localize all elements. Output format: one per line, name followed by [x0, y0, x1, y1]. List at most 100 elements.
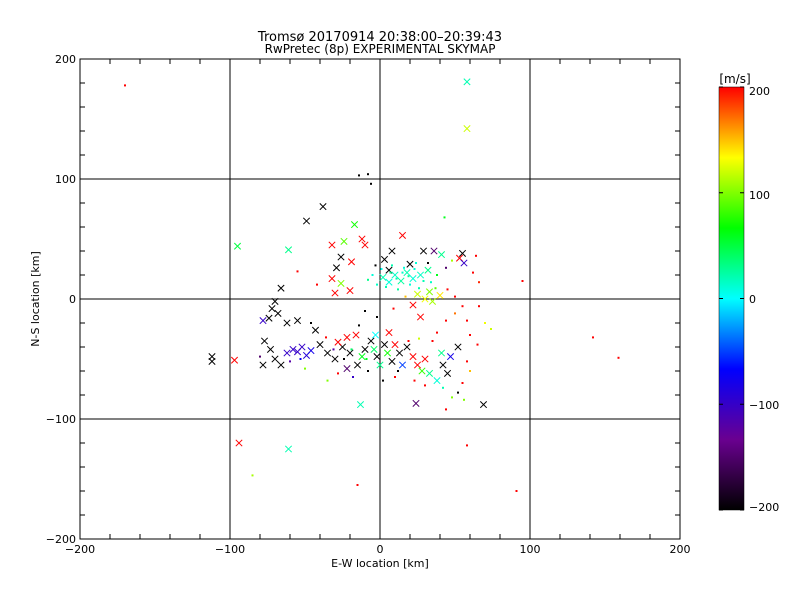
data-point-cross [437, 349, 446, 357]
data-point-cross [230, 356, 239, 364]
data-point-dot [358, 174, 360, 177]
data-point-dot [592, 336, 594, 339]
data-point-cross [283, 349, 291, 357]
y-tick-label: 0 [69, 293, 76, 306]
data-point-dot [304, 367, 306, 370]
data-point-dot [463, 398, 465, 401]
data-point-dot [515, 490, 518, 492]
data-point-dot [454, 312, 456, 315]
data-point-dot [397, 370, 399, 372]
data-point-dot [370, 182, 372, 185]
data-point-dot [356, 484, 359, 486]
data-point-dot [478, 305, 480, 308]
chart-subtitle: RwPretec (8p) EXPERIMENTAL SKYMAP [265, 42, 496, 56]
data-point-dot [332, 348, 335, 351]
data-point-dot [457, 391, 459, 394]
data-point-cross [397, 277, 405, 285]
grid-lines [80, 59, 680, 539]
data-point-cross [416, 313, 425, 321]
data-point-dot [389, 271, 392, 274]
data-point-cross [416, 271, 425, 279]
data-point-dot [289, 360, 291, 363]
data-point-dot [418, 287, 420, 290]
data-point-cross [277, 284, 285, 292]
data-point-dot [259, 355, 261, 358]
data-point-dot [446, 288, 449, 291]
data-point-dot [451, 396, 453, 399]
data-point-dot [445, 408, 447, 411]
data-point-cross [265, 314, 273, 322]
data-point-cross [316, 341, 324, 349]
data-point-cross [208, 357, 216, 365]
data-point-cross [380, 341, 389, 349]
data-point-dot [392, 307, 395, 310]
data-point-dot [394, 376, 396, 378]
data-point-dot [466, 444, 468, 447]
data-point-cross [428, 297, 437, 305]
data-point-cross [373, 353, 381, 361]
data-point-dot [443, 216, 446, 219]
data-point-dot [521, 280, 524, 282]
colorbar-tick-label: 100 [749, 189, 770, 202]
x-tick-label: 100 [520, 543, 541, 556]
data-point-cross [343, 365, 351, 373]
data-point-cross [436, 291, 444, 299]
data-point-cross [379, 273, 387, 281]
data-point-dot [401, 271, 404, 274]
colorbar-ticks [719, 86, 744, 511]
data-point-dot [430, 281, 432, 284]
data-point-dot [403, 266, 405, 269]
data-point-dot [418, 337, 420, 340]
data-point-cross [259, 361, 267, 369]
data-point-cross [358, 235, 366, 243]
data-point-cross [332, 264, 341, 272]
data-point-cross [380, 255, 389, 263]
data-point-dot [466, 319, 468, 322]
data-point-dot [454, 295, 456, 298]
data-point-cross [388, 247, 396, 255]
data-point-dot [451, 259, 453, 262]
data-point-cross [235, 439, 243, 447]
data-point-cross [403, 269, 411, 277]
x-tick-label: 200 [670, 543, 691, 556]
data-point-cross [439, 361, 447, 369]
data-point-cross [358, 353, 366, 361]
data-point-cross [385, 329, 393, 337]
data-point-cross [350, 221, 359, 229]
data-point-dot [299, 358, 302, 360]
data-point-cross [347, 258, 356, 266]
data-point-dot [364, 310, 366, 312]
x-tick-label: −100 [215, 543, 245, 556]
data-point-cross [260, 337, 269, 345]
data-point-cross [337, 253, 345, 261]
data-point-cross [340, 237, 348, 245]
data-point-dot [397, 288, 399, 291]
data-point-dot [382, 379, 384, 382]
data-point-cross [283, 319, 291, 327]
data-point-cross [371, 331, 380, 339]
data-point-cross [361, 345, 369, 353]
colorbar [718, 86, 745, 511]
data-point-dot [376, 283, 378, 286]
data-point-cross [284, 445, 293, 453]
data-point-dot [374, 264, 377, 267]
data-point-dot [251, 474, 254, 477]
data-point-dot [376, 316, 378, 318]
data-point-cross [274, 309, 282, 317]
data-point-cross [289, 345, 297, 353]
data-point-dot [325, 336, 327, 339]
data-point-cross [409, 275, 417, 283]
data-point-cross [383, 349, 392, 357]
colorbar-tick-label: 200 [749, 85, 770, 98]
data-point-cross [361, 241, 369, 249]
y-axis-label: N-S location [km] [29, 251, 42, 347]
colorbar-tick-label: 0 [749, 293, 756, 306]
data-point-dot [472, 271, 474, 274]
data-point-dot [431, 340, 434, 342]
data-point-cross [446, 353, 455, 361]
data-point-dot [385, 286, 387, 288]
data-point-cross [346, 287, 354, 295]
data-point-cross [413, 361, 422, 369]
data-point-dot [478, 281, 480, 284]
data-point-cross [398, 361, 407, 369]
